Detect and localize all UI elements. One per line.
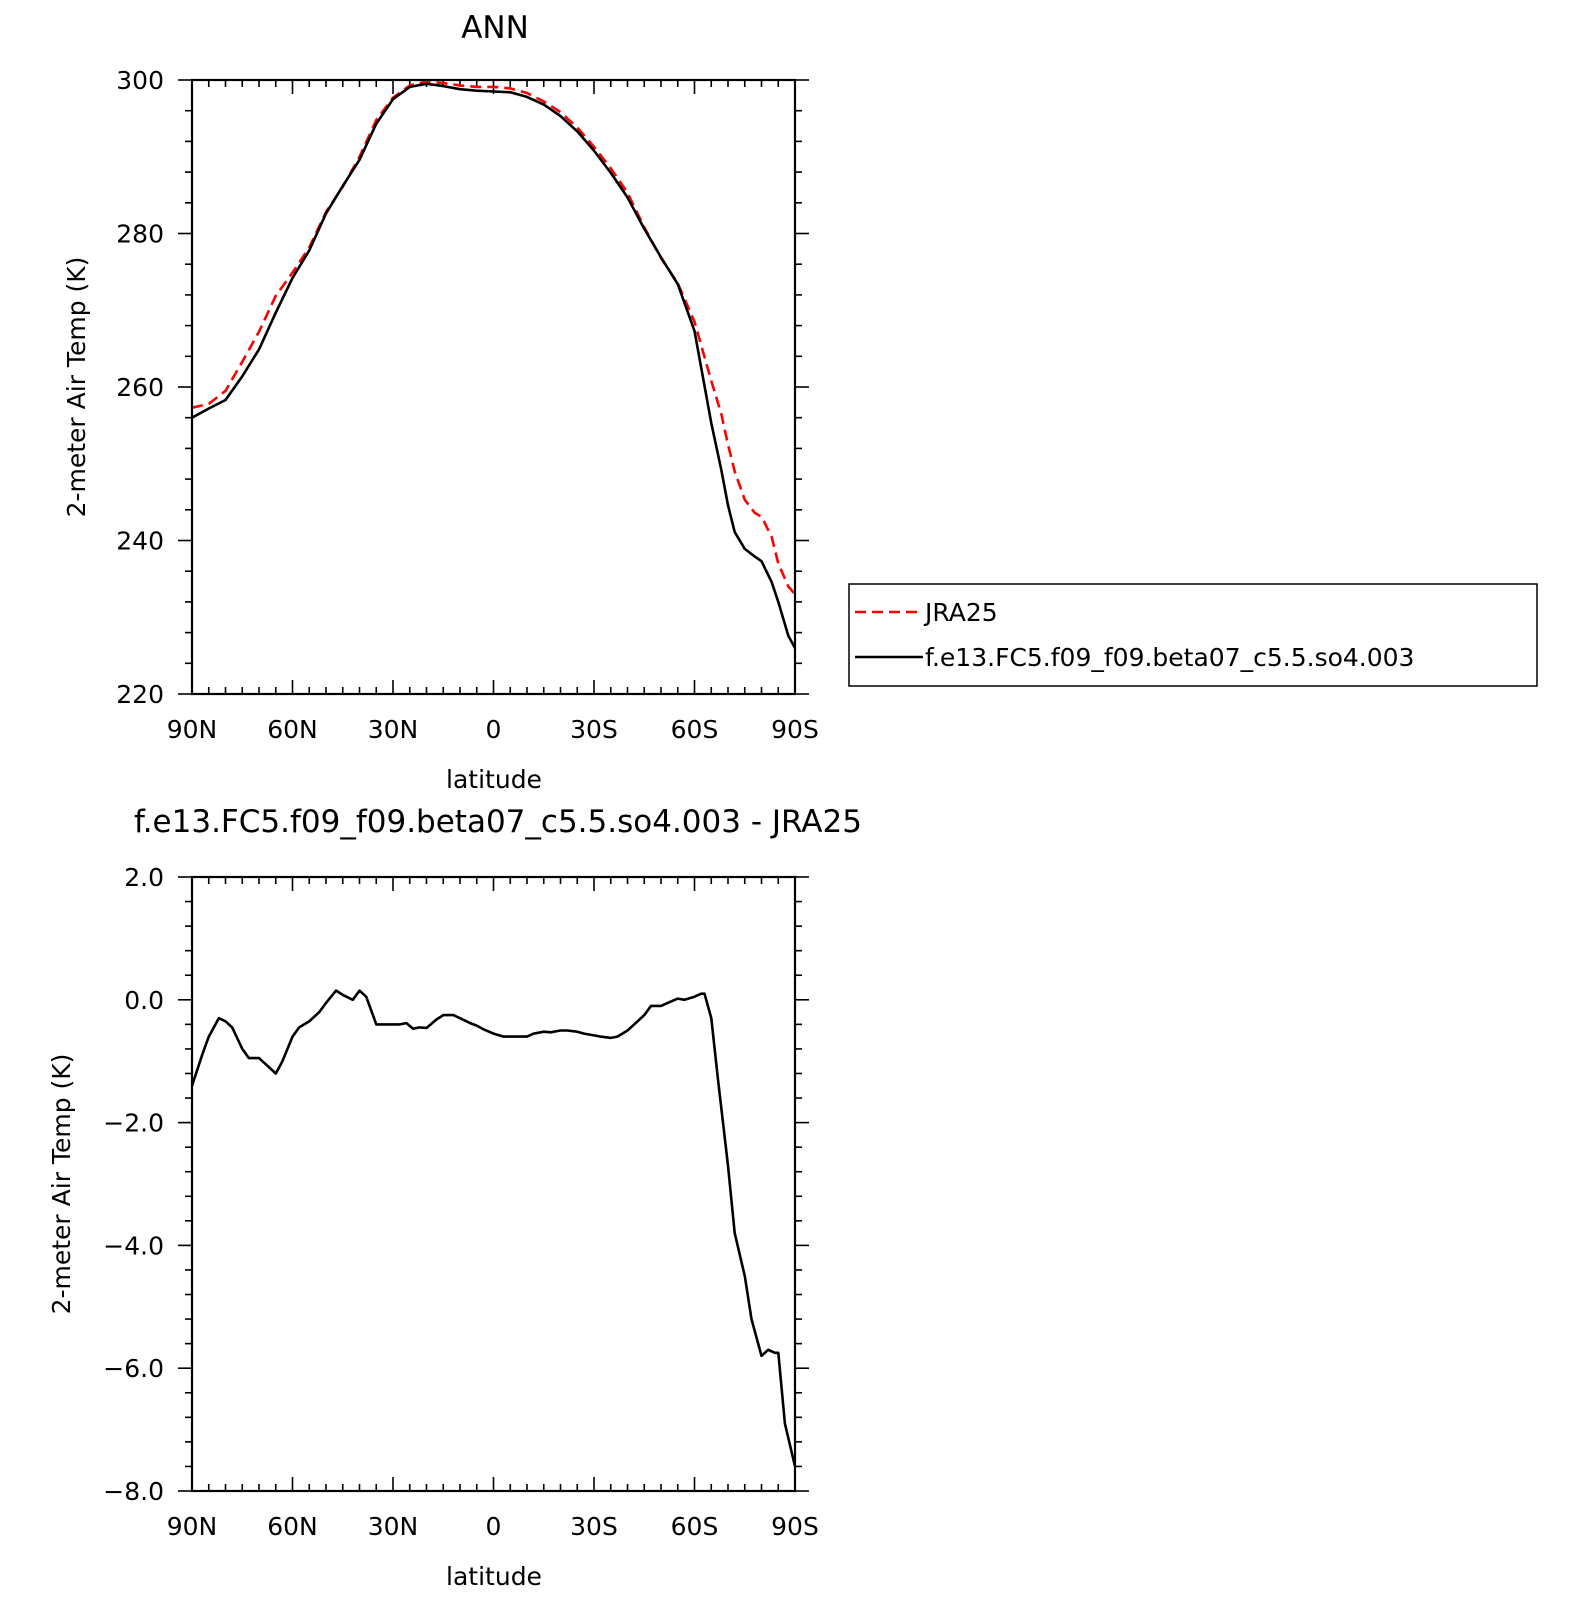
x-tick-label: 0 <box>486 1512 502 1541</box>
x-tick-label: 90S <box>771 1512 819 1541</box>
x-tick-label: 0 <box>486 715 502 744</box>
x-tick-label: 90S <box>771 715 819 744</box>
difference-x-axis-label: latitude <box>446 1562 542 1591</box>
chart-title: ANN <box>461 10 529 46</box>
y-tick-label: 300 <box>116 66 164 95</box>
x-tick-label: 60N <box>267 1512 318 1541</box>
difference-y-axis-label: 2-meter Air Temp (K) <box>47 1054 76 1315</box>
x-tick-label: 60S <box>671 1512 719 1541</box>
y-tick-label: −2.0 <box>103 1109 164 1138</box>
series-line-jra25 <box>191 80 796 596</box>
y-tick-label: −6.0 <box>103 1354 164 1383</box>
bottom-series-lines <box>190 989 797 1467</box>
bottom-plot-frame <box>190 875 797 1493</box>
x-tick-label: 90N <box>167 715 218 744</box>
top-plot-frame <box>190 78 797 696</box>
top-chart-panel: ANN 90N 60N 30N 0 30S 60S 90S 220240260280300 … <box>62 10 819 794</box>
y-tick-label: 260 <box>116 373 164 402</box>
y-tick-label: 240 <box>116 527 164 556</box>
bottom-x-tick-labels: 90N 60N 30N 0 30S 60S 90S <box>167 1512 819 1541</box>
y-tick-label: 220 <box>116 680 164 709</box>
y-tick-label: 2.0 <box>124 863 164 892</box>
x-tick-label: 30S <box>570 715 618 744</box>
series-line-difference <box>190 989 797 1467</box>
legend-label-model: f.e13.FC5.f09_f09.beta07_c5.5.so4.003 <box>925 643 1414 672</box>
y-axis-label: 2-meter Air Temp (K) <box>62 257 91 518</box>
x-axis-label: latitude <box>446 765 542 794</box>
top-y-tick-labels: 220 240 260 280 300 <box>116 66 164 709</box>
bottom-tick-marks <box>178 876 809 1492</box>
series-line-model <box>191 82 797 649</box>
y-tick-label: 280 <box>116 220 164 249</box>
bottom-y-tick-labels: −8.0 −6.0 −4.0 −2.0 0.0 2.0 <box>103 863 164 1506</box>
y-tick-label: 0.0 <box>124 986 164 1015</box>
legend: JRA25 f.e13.FC5.f09_f09.beta07_c5.5.so4.… <box>848 583 1538 687</box>
legend-box <box>848 583 1538 687</box>
y-tick-label: −4.0 <box>103 1231 164 1260</box>
x-tick-label: 60S <box>671 715 719 744</box>
difference-chart-title: f.e13.FC5.f09_f09.beta07_c5.5.so4.003 - … <box>134 804 862 840</box>
top-series-lines <box>191 80 797 649</box>
bottom-chart-panel: f.e13.FC5.f09_f09.beta07_c5.5.so4.003 - … <box>47 804 862 1591</box>
top-x-tick-labels: 90N 60N 30N 0 30S 60S 90S <box>167 715 819 744</box>
x-tick-label: 30N <box>368 1512 419 1541</box>
x-tick-label: 30N <box>368 715 419 744</box>
legend-label-jra25: JRA25 <box>923 598 998 627</box>
x-tick-label: 30S <box>570 1512 618 1541</box>
x-tick-label: 90N <box>167 1512 218 1541</box>
y-tick-label: −8.0 <box>103 1477 164 1506</box>
x-tick-label: 60N <box>267 715 318 744</box>
